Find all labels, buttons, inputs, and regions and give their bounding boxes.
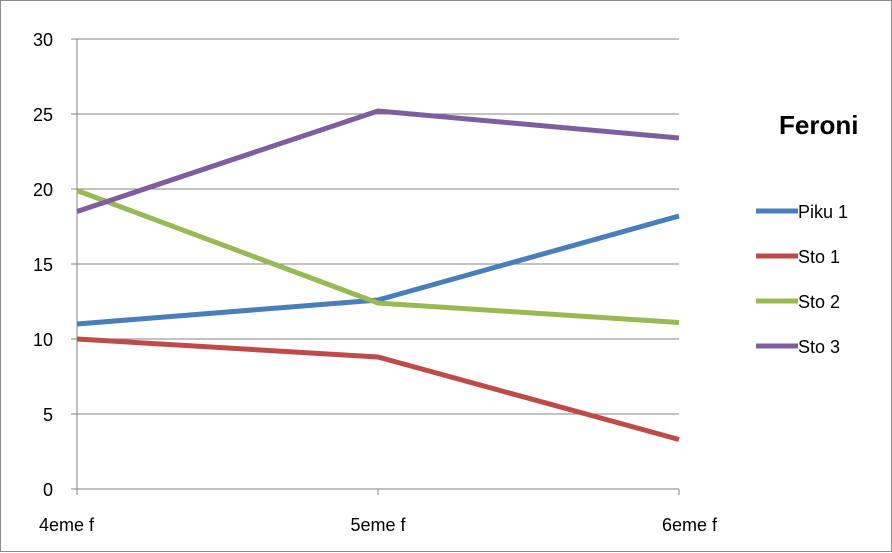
y-tick-label: 5 <box>43 405 53 425</box>
y-tick-label: 25 <box>33 105 53 125</box>
legend-label: Sto 3 <box>798 337 840 357</box>
series-line-piku-1 <box>76 213 680 327</box>
x-tick-label: 6eme f <box>662 515 718 535</box>
y-tick-label: 30 <box>33 30 53 50</box>
legend: Piku 1 Sto 1 Sto 2 Sto 3 <box>756 202 848 357</box>
y-tick-label: 10 <box>33 330 53 350</box>
y-tick-labels: 0 5 10 15 20 25 30 <box>33 30 53 500</box>
legend-label: Sto 2 <box>798 292 840 312</box>
x-tick-label: 5eme f <box>350 515 406 535</box>
y-tick-label: 0 <box>43 480 53 500</box>
y-tick-label: 15 <box>33 255 53 275</box>
series-line-sto-2 <box>76 188 680 325</box>
legend-label: Sto 1 <box>798 247 840 267</box>
x-tick-labels: 4eme f 5eme f 6eme f <box>39 515 718 535</box>
chart-title: Feroni <box>779 110 858 140</box>
series-line-sto-3 <box>76 108 680 214</box>
y-tick-label: 20 <box>33 180 53 200</box>
series-lines <box>76 108 680 442</box>
axes <box>71 38 680 495</box>
series-line-sto-1 <box>76 336 680 442</box>
x-tick-label: 4eme f <box>39 515 95 535</box>
legend-label: Piku 1 <box>798 202 848 222</box>
